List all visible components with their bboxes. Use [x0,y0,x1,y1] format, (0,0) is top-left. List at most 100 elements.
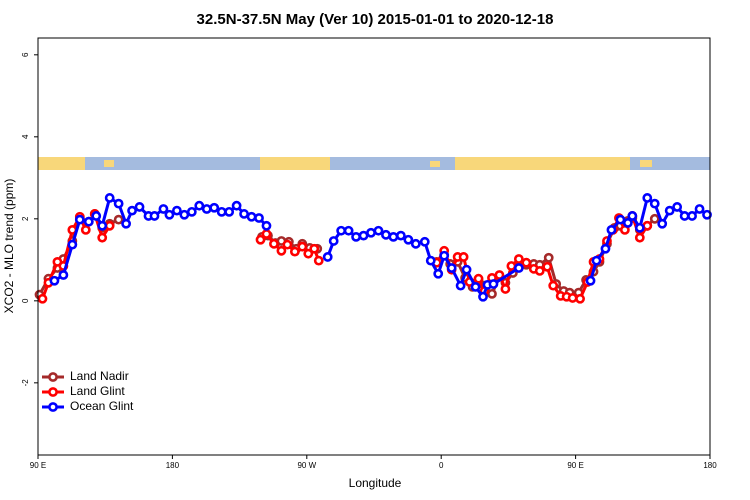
data-point [470,281,481,292]
data-point [239,209,249,219]
data-point [121,218,132,229]
x-tick-label: 180 [703,461,717,470]
data-point [649,198,660,209]
data-point [149,211,160,221]
data-point [425,255,436,266]
data-point [282,239,293,250]
data-point [585,275,596,286]
data-point [506,261,517,271]
data-point [322,252,333,262]
data-point [600,243,611,254]
data-point [672,202,683,212]
data-point [419,236,430,247]
data-point [246,211,257,222]
data-point [343,225,354,236]
data-point [83,216,94,227]
data-point [231,200,242,211]
data-point [97,220,108,231]
legend-marker [48,402,58,412]
data-point [276,245,287,256]
x-tick-label: 180 [166,461,180,470]
data-point [543,252,554,263]
data-point [649,213,660,224]
data-point [473,273,484,284]
data-point [366,227,376,238]
x-axis-label: Longitude [349,476,402,490]
data-point [679,211,690,221]
data-point [358,230,369,241]
data-point [158,204,169,214]
data-point [433,268,444,279]
x-tick-label: 90 E [567,461,583,470]
data-point [702,209,712,220]
x-tick-label: 90 E [30,461,46,470]
data-point [634,232,645,243]
data-point [575,293,585,304]
data-point [201,204,212,214]
data-point [74,214,85,225]
data-point [478,291,488,302]
plot-area [34,193,712,304]
data-point [194,200,205,211]
plot-frame [37,37,711,456]
data-point [591,255,602,266]
data-point [255,234,266,245]
data-point [381,229,391,240]
data-point [309,243,320,254]
data-point [224,206,235,217]
data-point [488,279,499,289]
y-tick-label: 6 [21,52,30,57]
data-point [664,205,675,216]
data-point [542,261,553,272]
x-tick-label: 90 W [297,461,316,470]
data-point [328,236,339,246]
data-point [80,224,91,235]
y-tick-label: 0 [21,298,30,303]
data-point [113,214,124,225]
y-tick-label: -2 [21,379,30,387]
data-point [410,238,421,249]
data-point [58,270,69,280]
data-point [97,232,108,243]
data-point [49,275,60,286]
data-point [687,211,697,221]
data-point [642,220,653,231]
legend-label: Ocean Glint [70,399,134,413]
data-point [446,263,457,273]
data-point [534,265,545,276]
data-point [313,255,324,266]
data-point [209,202,220,213]
y-axis-label: XCO2 - MLO trend (ppm) [2,179,16,314]
data-point [297,241,308,252]
data-point [104,220,115,231]
data-point [134,202,145,212]
land-ocean-strip [38,157,710,170]
chart-title: 32.5N-37.5N May (Ver 10) 2015-01-01 to 2… [197,11,554,28]
data-point [164,209,175,220]
data-point [67,239,78,250]
data-point [171,205,182,216]
data-point [395,230,406,241]
data-point [179,209,190,220]
data-point [622,218,633,228]
data-point [303,248,314,259]
data-point [261,229,272,239]
data-point [127,205,137,216]
legend-label: Land Nadir [70,369,129,383]
data-point [513,263,524,273]
data-point [37,293,48,304]
data-point [113,198,124,209]
data-point [186,206,197,217]
data-point [455,280,466,291]
legend-marker [48,372,58,382]
data-point [461,264,472,275]
data-point [634,222,645,233]
legend-label: Land Glint [70,384,125,398]
data-point [615,214,626,225]
data-point [487,288,497,299]
legend-marker [48,387,58,397]
data-point [642,193,653,203]
data-point [606,224,617,235]
data-point [521,257,532,268]
data-point [261,220,272,231]
